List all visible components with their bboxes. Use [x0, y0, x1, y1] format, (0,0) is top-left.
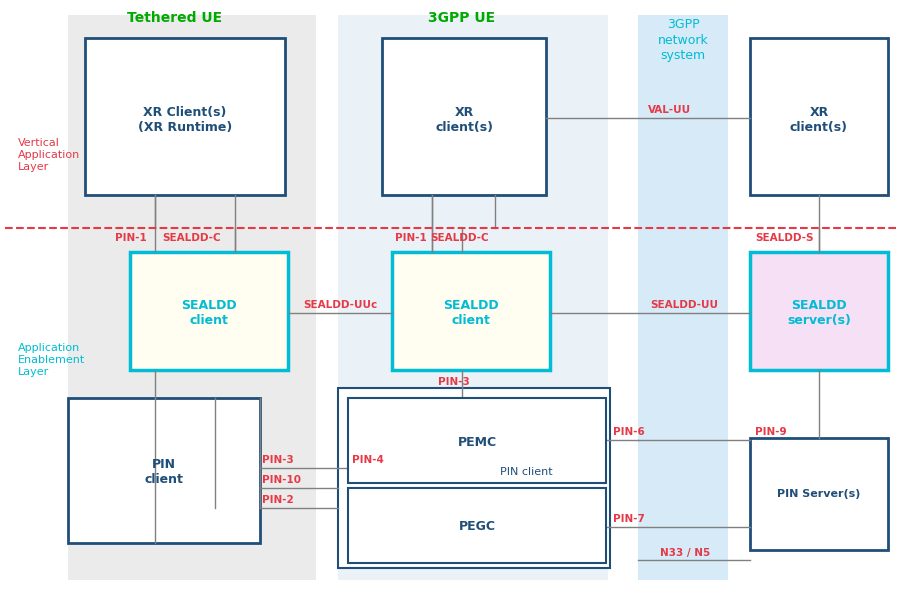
- Bar: [130, 252, 288, 370]
- Text: PIN-2: PIN-2: [262, 495, 294, 505]
- Text: XR
client(s): XR client(s): [435, 106, 493, 134]
- Text: 3GPP UE: 3GPP UE: [429, 11, 496, 25]
- Bar: [750, 438, 888, 550]
- Text: PIN-3: PIN-3: [438, 377, 469, 387]
- Text: Tethered UE: Tethered UE: [127, 11, 223, 25]
- Text: SEALDD-C: SEALDD-C: [430, 233, 488, 243]
- Text: SEALDD-S: SEALDD-S: [755, 233, 814, 243]
- Text: SEALDD-UU: SEALDD-UU: [650, 300, 718, 310]
- Text: PIN-1: PIN-1: [115, 233, 147, 243]
- Bar: [348, 488, 606, 563]
- Bar: [348, 398, 606, 483]
- Bar: [338, 388, 610, 568]
- Text: SEALDD
client: SEALDD client: [181, 299, 237, 327]
- Text: SEALDD
client: SEALDD client: [443, 299, 499, 327]
- Text: SEALDD-UUc: SEALDD-UUc: [303, 300, 378, 310]
- Text: PIN
client: PIN client: [144, 458, 184, 486]
- Bar: [638, 15, 728, 580]
- Bar: [338, 15, 608, 580]
- Text: XR
client(s): XR client(s): [790, 106, 848, 134]
- Text: PEGC: PEGC: [459, 521, 496, 534]
- Bar: [68, 15, 316, 580]
- Text: PIN-7: PIN-7: [613, 514, 645, 524]
- Bar: [750, 38, 888, 195]
- Text: PIN Server(s): PIN Server(s): [778, 489, 860, 499]
- Text: XR Client(s)
(XR Runtime): XR Client(s) (XR Runtime): [138, 106, 232, 134]
- Text: VAL-UU: VAL-UU: [648, 105, 691, 115]
- Text: PIN-6: PIN-6: [613, 427, 645, 437]
- Text: PIN-3: PIN-3: [262, 455, 294, 465]
- Text: Vertical
Application
Layer: Vertical Application Layer: [18, 138, 80, 171]
- Bar: [392, 252, 550, 370]
- Bar: [68, 398, 260, 543]
- Text: PIN client: PIN client: [500, 467, 552, 477]
- Text: PIN-1: PIN-1: [395, 233, 427, 243]
- Text: PIN-9: PIN-9: [755, 427, 787, 437]
- Bar: [85, 38, 285, 195]
- Text: SEALDD
server(s): SEALDD server(s): [787, 299, 851, 327]
- Text: Application
Enablement
Layer: Application Enablement Layer: [18, 343, 86, 377]
- Text: SEALDD-C: SEALDD-C: [162, 233, 221, 243]
- Text: PIN-10: PIN-10: [262, 475, 301, 485]
- Bar: [382, 38, 546, 195]
- Text: PIN-4: PIN-4: [352, 455, 384, 465]
- Text: N33 / N5: N33 / N5: [660, 548, 710, 558]
- Bar: [750, 252, 888, 370]
- Text: PEMC: PEMC: [458, 436, 496, 449]
- Text: 3GPP
network
system: 3GPP network system: [658, 18, 708, 62]
